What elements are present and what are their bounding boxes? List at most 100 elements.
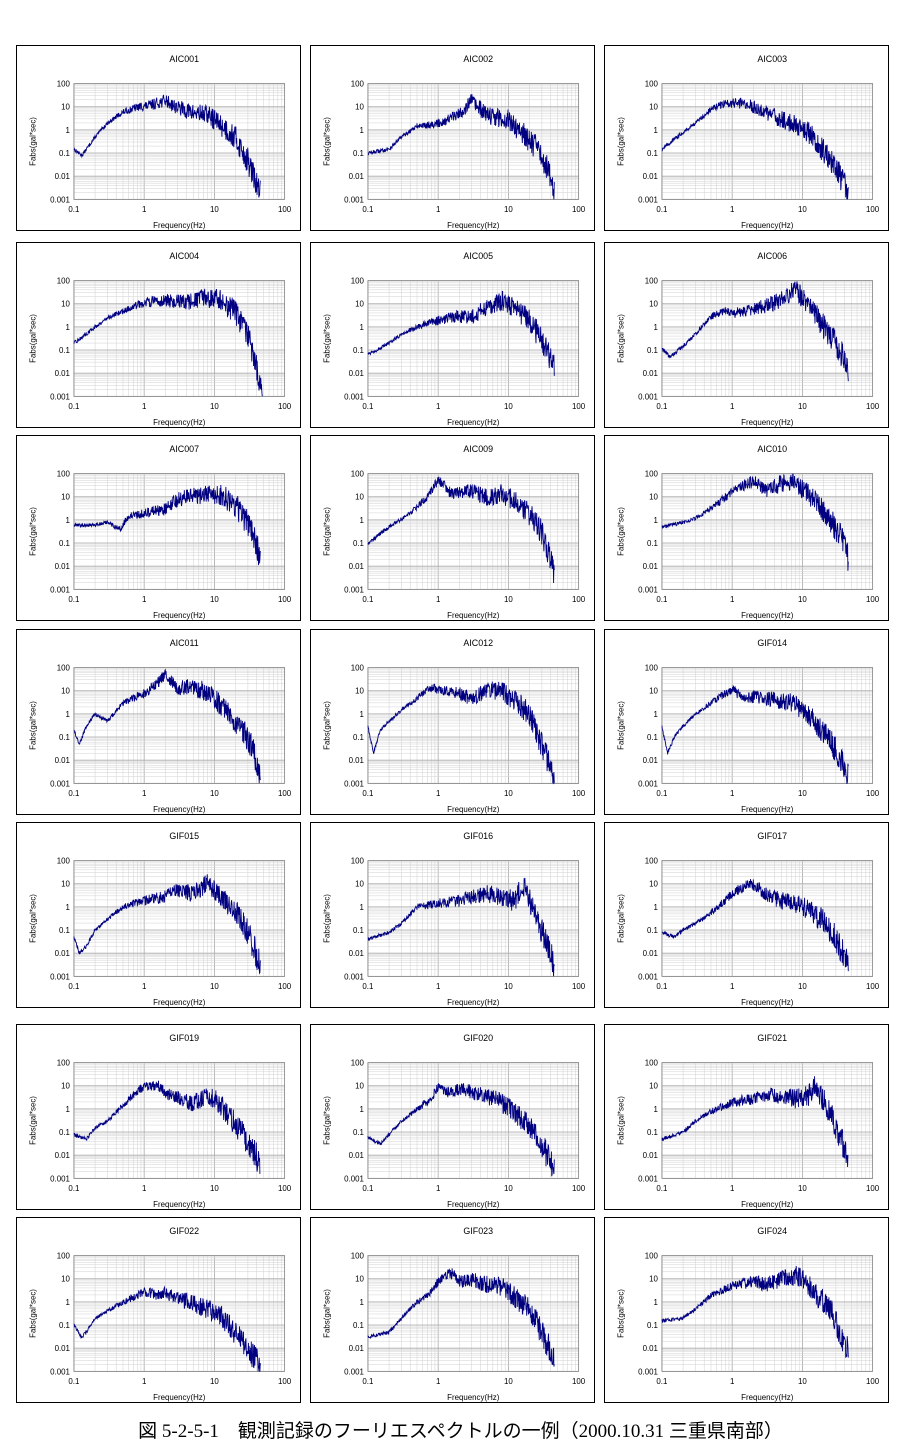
x-tick-label: 1 xyxy=(730,789,735,798)
plot-frame xyxy=(661,1255,874,1372)
y-tick-label: 1 xyxy=(654,903,659,912)
y-tick-label: 0.001 xyxy=(50,392,70,401)
y-tick-label: 0.1 xyxy=(353,1321,365,1330)
spectrum-panel: GIF017 100 10 1 0.1 0.01 0.001 0.1 1 10 100 Frequen… xyxy=(604,822,889,1008)
x-tick-label: 100 xyxy=(572,789,586,798)
x-tick-label: 1 xyxy=(436,1184,441,1193)
x-tick-label: 0.1 xyxy=(656,595,668,604)
y-axis-label: Fabs(gal*sec) xyxy=(322,314,331,363)
y-tick-label: 0.1 xyxy=(647,1321,659,1330)
y-axis-label: Fabs(gal*sec) xyxy=(28,1096,37,1145)
chart-title: GIF017 xyxy=(757,831,787,841)
plot-area xyxy=(367,860,579,977)
plot-frame xyxy=(661,1062,874,1179)
y-tick-label: 10 xyxy=(649,1082,658,1091)
y-tick-label: 0.001 xyxy=(344,392,364,401)
x-tick-label: 10 xyxy=(798,1184,807,1193)
y-tick-label: 0.01 xyxy=(349,1344,365,1353)
x-tick-label: 0.1 xyxy=(362,402,374,411)
y-tick-label: 0.001 xyxy=(344,1174,364,1183)
y-tick-label: 1 xyxy=(66,710,71,719)
y-tick-label: 0.001 xyxy=(50,585,70,594)
x-tick-label: 0.1 xyxy=(68,789,80,798)
y-tick-label: 100 xyxy=(351,80,365,89)
x-tick-label: 10 xyxy=(504,982,513,991)
chart-title: GIF020 xyxy=(463,1033,493,1043)
spectrum-series-line xyxy=(367,1268,555,1367)
y-tick-label: 100 xyxy=(57,277,71,286)
spectrum-series-line xyxy=(73,874,261,975)
chart-title: AIC004 xyxy=(169,251,199,261)
y-tick-label: 100 xyxy=(57,664,71,673)
plot-area xyxy=(367,83,579,200)
y-tick-label: 0.001 xyxy=(344,195,364,204)
y-axis-label: Fabs(gal*sec) xyxy=(28,117,37,166)
spectrum-panel: AIC010 100 10 1 0.1 0.01 0.001 0.1 1 10 100 Frequen… xyxy=(604,435,889,621)
x-tick-label: 1 xyxy=(142,205,147,214)
y-tick-label: 0.1 xyxy=(353,346,365,355)
chart-title: GIF023 xyxy=(463,1226,493,1236)
y-axis-label: Fabs(gal*sec) xyxy=(616,117,625,166)
plot-frame xyxy=(367,280,580,397)
y-tick-label: 10 xyxy=(355,687,364,696)
x-tick-label: 10 xyxy=(798,205,807,214)
y-tick-label: 1 xyxy=(66,126,71,135)
plot-area xyxy=(367,667,579,784)
x-tick-label: 10 xyxy=(210,205,219,214)
x-tick-label: 100 xyxy=(866,402,880,411)
x-tick-label: 0.1 xyxy=(68,982,80,991)
x-tick-label: 1 xyxy=(730,595,735,604)
y-tick-label: 1 xyxy=(360,516,365,525)
plot-frame xyxy=(367,1255,580,1372)
y-tick-label: 100 xyxy=(645,470,659,479)
plot-frame xyxy=(73,860,286,977)
x-tick-label: 100 xyxy=(866,1377,880,1386)
y-tick-label: 0.01 xyxy=(349,172,365,181)
x-axis-label: Frequency(Hz) xyxy=(153,611,206,620)
plot-frame xyxy=(367,1062,580,1179)
y-tick-label: 0.01 xyxy=(643,172,659,181)
spectrum-series-line xyxy=(367,476,555,584)
chart-title: AIC007 xyxy=(169,444,199,454)
chart-title: AIC009 xyxy=(463,444,493,454)
y-tick-label: 100 xyxy=(351,1252,365,1261)
y-tick-label: 1 xyxy=(66,1298,71,1307)
y-tick-label: 0.001 xyxy=(50,1367,70,1376)
y-tick-label: 10 xyxy=(61,493,70,502)
y-tick-label: 0.1 xyxy=(647,1128,659,1137)
y-tick-label: 1 xyxy=(360,126,365,135)
y-tick-label: 0.1 xyxy=(59,1321,71,1330)
y-tick-label: 0.01 xyxy=(55,1344,71,1353)
y-tick-label: 0.001 xyxy=(638,779,658,788)
x-tick-label: 100 xyxy=(278,595,292,604)
x-tick-label: 0.1 xyxy=(656,402,668,411)
chart-title: AIC011 xyxy=(170,638,199,648)
y-tick-label: 1 xyxy=(66,323,71,332)
x-tick-label: 100 xyxy=(572,205,586,214)
y-tick-label: 0.001 xyxy=(50,195,70,204)
x-tick-label: 100 xyxy=(866,595,880,604)
y-tick-label: 1 xyxy=(360,1105,365,1114)
plot-area xyxy=(367,280,579,397)
y-tick-label: 10 xyxy=(649,493,658,502)
y-tick-label: 1 xyxy=(360,903,365,912)
y-tick-label: 10 xyxy=(649,1275,658,1284)
y-axis-label: Fabs(gal*sec) xyxy=(28,894,37,943)
y-tick-label: 1 xyxy=(654,323,659,332)
y-axis-label: Fabs(gal*sec) xyxy=(322,507,331,556)
spectrum-series-line xyxy=(367,877,555,977)
y-tick-label: 100 xyxy=(645,664,659,673)
x-axis-label: Frequency(Hz) xyxy=(741,805,794,814)
y-tick-label: 0.1 xyxy=(647,149,659,158)
y-tick-label: 100 xyxy=(57,857,71,866)
x-tick-label: 0.1 xyxy=(68,402,80,411)
x-tick-label: 0.1 xyxy=(362,789,374,798)
spectrum-series-line xyxy=(73,288,263,397)
spectrum-series-line xyxy=(661,473,849,571)
chart-title: GIF024 xyxy=(757,1226,787,1236)
